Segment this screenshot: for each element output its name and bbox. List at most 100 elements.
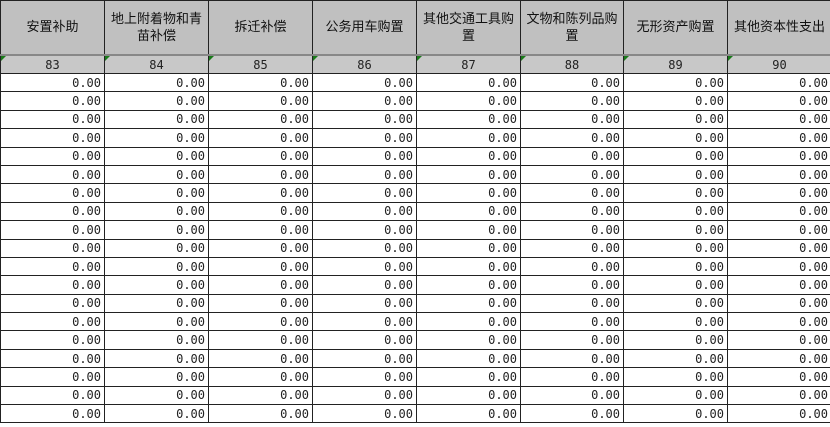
table-cell[interactable]: 0.00 <box>520 330 624 350</box>
table-cell[interactable]: 0.00 <box>208 256 313 277</box>
table-cell[interactable]: 0.00 <box>520 128 624 148</box>
table-cell[interactable]: 0.00 <box>520 312 624 332</box>
table-cell[interactable]: 0.00 <box>104 275 209 295</box>
table-cell[interactable]: 0.00 <box>623 109 728 130</box>
table-cell[interactable]: 0.00 <box>623 385 728 406</box>
column-header[interactable]: 其他交通工具购置 <box>416 0 521 56</box>
table-cell[interactable]: 0.00 <box>208 72 313 93</box>
table-cell[interactable]: 0.00 <box>727 385 830 406</box>
table-cell[interactable]: 0.00 <box>208 91 313 111</box>
table-cell[interactable]: 0.00 <box>623 256 728 277</box>
table-cell[interactable]: 0.00 <box>520 367 624 387</box>
table-cell[interactable]: 0.00 <box>312 146 417 166</box>
table-cell[interactable]: 0.00 <box>312 220 417 240</box>
table-cell[interactable]: 0.00 <box>104 128 209 148</box>
table-cell[interactable]: 0.00 <box>104 404 209 424</box>
table-cell[interactable]: 0.00 <box>104 238 209 258</box>
table-cell[interactable]: 0.00 <box>208 183 313 203</box>
table-cell[interactable]: 0.00 <box>727 146 830 166</box>
table-cell[interactable]: 0.00 <box>416 256 521 277</box>
table-cell[interactable]: 0.00 <box>312 385 417 406</box>
table-cell[interactable]: 0.00 <box>623 293 728 314</box>
table-cell[interactable]: 0.00 <box>520 146 624 166</box>
table-cell[interactable]: 0.00 <box>727 367 830 387</box>
table-cell[interactable]: 0.00 <box>416 128 521 148</box>
table-cell[interactable]: 0.00 <box>623 72 728 93</box>
table-cell[interactable]: 0.00 <box>416 348 521 369</box>
table-cell[interactable]: 0.00 <box>727 275 830 295</box>
table-cell[interactable]: 0.00 <box>312 91 417 111</box>
table-cell[interactable]: 0.00 <box>0 293 105 314</box>
table-cell[interactable]: 0.00 <box>0 312 105 332</box>
table-cell[interactable]: 0.00 <box>416 385 521 406</box>
table-cell[interactable]: 0.00 <box>727 220 830 240</box>
table-cell[interactable]: 0.00 <box>208 293 313 314</box>
table-cell[interactable]: 0.00 <box>0 256 105 277</box>
table-cell[interactable]: 0.00 <box>312 238 417 258</box>
table-cell[interactable]: 0.00 <box>520 348 624 369</box>
table-cell[interactable]: 0.00 <box>727 404 830 424</box>
table-cell[interactable]: 0.00 <box>104 256 209 277</box>
table-cell[interactable]: 0.00 <box>312 293 417 314</box>
table-cell[interactable]: 0.00 <box>0 164 105 185</box>
table-cell[interactable]: 0.00 <box>104 293 209 314</box>
table-cell[interactable]: 0.00 <box>520 91 624 111</box>
table-cell[interactable]: 0.00 <box>416 183 521 203</box>
table-cell[interactable]: 0.00 <box>208 109 313 130</box>
table-cell[interactable]: 0.00 <box>520 220 624 240</box>
table-cell[interactable]: 0.00 <box>0 367 105 387</box>
table-cell[interactable]: 0.00 <box>623 330 728 350</box>
table-cell[interactable]: 0.00 <box>416 367 521 387</box>
table-cell[interactable]: 0.00 <box>312 72 417 93</box>
table-cell[interactable]: 0.00 <box>727 183 830 203</box>
column-code[interactable]: 84 <box>104 54 209 74</box>
column-code[interactable]: 90 <box>727 54 830 74</box>
table-cell[interactable]: 0.00 <box>623 128 728 148</box>
table-cell[interactable]: 0.00 <box>0 72 105 93</box>
table-cell[interactable]: 0.00 <box>208 220 313 240</box>
table-cell[interactable]: 0.00 <box>312 367 417 387</box>
column-header[interactable]: 安置补助 <box>0 0 105 56</box>
table-cell[interactable]: 0.00 <box>312 312 417 332</box>
table-cell[interactable]: 0.00 <box>0 238 105 258</box>
table-cell[interactable]: 0.00 <box>104 385 209 406</box>
table-cell[interactable]: 0.00 <box>104 183 209 203</box>
table-cell[interactable]: 0.00 <box>208 275 313 295</box>
table-cell[interactable]: 0.00 <box>0 385 105 406</box>
table-cell[interactable]: 0.00 <box>520 293 624 314</box>
table-cell[interactable]: 0.00 <box>520 238 624 258</box>
table-cell[interactable]: 0.00 <box>623 164 728 185</box>
table-cell[interactable]: 0.00 <box>312 275 417 295</box>
table-cell[interactable]: 0.00 <box>312 330 417 350</box>
table-cell[interactable]: 0.00 <box>0 348 105 369</box>
table-cell[interactable]: 0.00 <box>623 348 728 369</box>
table-cell[interactable]: 0.00 <box>312 256 417 277</box>
table-cell[interactable]: 0.00 <box>208 201 313 222</box>
table-cell[interactable]: 0.00 <box>623 183 728 203</box>
table-cell[interactable]: 0.00 <box>727 330 830 350</box>
table-cell[interactable]: 0.00 <box>104 146 209 166</box>
table-cell[interactable]: 0.00 <box>623 238 728 258</box>
table-cell[interactable]: 0.00 <box>520 164 624 185</box>
table-cell[interactable]: 0.00 <box>727 312 830 332</box>
column-header[interactable]: 其他资本性支出 <box>727 0 830 56</box>
table-cell[interactable]: 0.00 <box>104 201 209 222</box>
table-cell[interactable]: 0.00 <box>623 146 728 166</box>
table-cell[interactable]: 0.00 <box>312 128 417 148</box>
table-cell[interactable]: 0.00 <box>520 256 624 277</box>
table-cell[interactable]: 0.00 <box>727 128 830 148</box>
table-cell[interactable]: 0.00 <box>0 183 105 203</box>
table-cell[interactable]: 0.00 <box>727 72 830 93</box>
table-cell[interactable]: 0.00 <box>727 91 830 111</box>
column-code[interactable]: 86 <box>312 54 417 74</box>
table-cell[interactable]: 0.00 <box>416 220 521 240</box>
table-cell[interactable]: 0.00 <box>0 91 105 111</box>
table-cell[interactable]: 0.00 <box>208 348 313 369</box>
table-cell[interactable]: 0.00 <box>623 404 728 424</box>
table-cell[interactable]: 0.00 <box>520 72 624 93</box>
table-cell[interactable]: 0.00 <box>104 164 209 185</box>
table-cell[interactable]: 0.00 <box>0 330 105 350</box>
table-cell[interactable]: 0.00 <box>416 312 521 332</box>
table-cell[interactable]: 0.00 <box>0 128 105 148</box>
table-cell[interactable]: 0.00 <box>0 201 105 222</box>
